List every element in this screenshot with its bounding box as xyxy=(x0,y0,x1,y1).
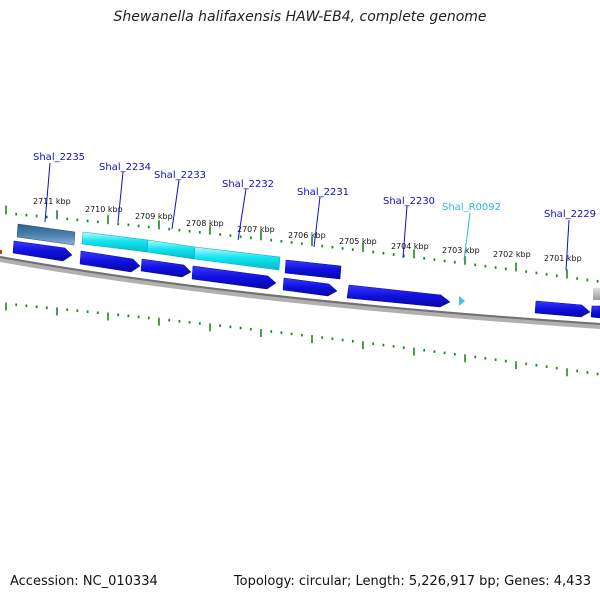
gene-label[interactable]: Shal_2232 xyxy=(222,179,274,190)
gene-label[interactable]: Shal_2233 xyxy=(154,170,206,181)
scale-labels: 2711 kbp 2710 kbp 2709 kbp 2708 kbp 2707… xyxy=(33,197,582,263)
gene-label[interactable]: Shal_2229 xyxy=(544,209,596,220)
genome-summary-text: Topology: circular; Length: 5,226,917 bp… xyxy=(233,574,591,589)
gene-arrow[interactable] xyxy=(346,284,451,308)
gene-arrow[interactable] xyxy=(282,277,338,297)
feature-track-top xyxy=(16,223,342,280)
gene-arrow[interactable] xyxy=(590,305,600,319)
tick-label: 2707 kbp xyxy=(237,225,275,234)
tick-label: 2711 kbp xyxy=(33,197,71,206)
gene-feature[interactable] xyxy=(16,223,76,246)
offscreen-mark xyxy=(0,250,2,254)
gene-feature[interactable] xyxy=(593,288,600,300)
scale-ring-inner xyxy=(5,302,599,377)
gene-labels: Shal_2235 Shal_2234 Shal_2233 Shal_2232 … xyxy=(33,152,596,220)
gene-label[interactable]: Shal_2230 xyxy=(383,196,435,207)
gene-arrow[interactable] xyxy=(12,240,73,262)
gene-arrow[interactable] xyxy=(534,300,591,318)
gene-arrow[interactable] xyxy=(79,250,141,273)
gene-arrow[interactable] xyxy=(140,258,192,278)
gene-feature[interactable] xyxy=(146,239,196,260)
tick-label: 2706 kbp xyxy=(288,231,326,240)
rna-feature[interactable] xyxy=(459,296,465,306)
tick-label: 2705 kbp xyxy=(339,237,377,246)
feature-track-middle xyxy=(12,240,600,319)
gene-feature[interactable] xyxy=(81,231,149,253)
tick-label: 2702 kbp xyxy=(493,250,531,259)
tick-label: 2708 kbp xyxy=(186,219,224,228)
tick-label: 2710 kbp xyxy=(85,205,123,214)
tick-label: 2703 kbp xyxy=(442,246,480,255)
gene-label[interactable]: Shal_2234 xyxy=(99,162,151,173)
map-title: Shewanella halifaxensis HAW-EB4, complet… xyxy=(113,9,487,25)
gene-arrow[interactable] xyxy=(191,265,277,290)
gene-feature[interactable] xyxy=(193,246,281,271)
gene-label-leaders xyxy=(44,162,570,271)
tick-label: 2704 kbp xyxy=(391,242,429,251)
scale-ring-outer xyxy=(5,205,599,283)
gene-label[interactable]: Shal_R0092 xyxy=(442,202,501,213)
gene-label[interactable]: Shal_2235 xyxy=(33,152,85,163)
accession-text: Accession: NC_010334 xyxy=(10,574,158,589)
tick-label: 2701 kbp xyxy=(544,254,582,263)
genome-backbone xyxy=(0,256,600,329)
genome-backbone-line xyxy=(0,256,600,325)
tick-label: 2709 kbp xyxy=(135,212,173,221)
gene-label[interactable]: Shal_2231 xyxy=(297,187,349,198)
gene-feature[interactable] xyxy=(284,259,342,280)
